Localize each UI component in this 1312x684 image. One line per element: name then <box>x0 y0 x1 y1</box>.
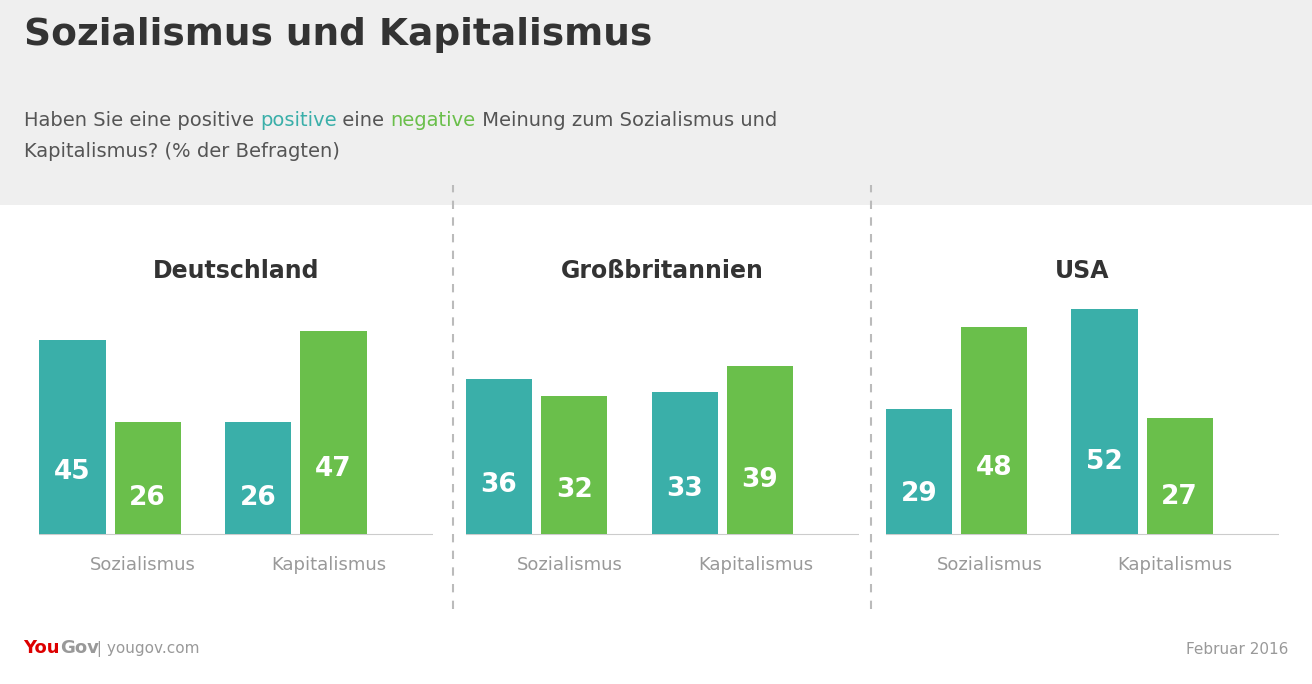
Text: You: You <box>24 639 60 657</box>
Bar <box>39 340 106 534</box>
Text: Sozialismus: Sozialismus <box>91 556 197 574</box>
Bar <box>300 331 366 534</box>
Bar <box>114 422 181 534</box>
Text: Deutschland: Deutschland <box>154 259 319 283</box>
Text: 27: 27 <box>1161 484 1198 510</box>
Bar <box>466 379 533 534</box>
Bar <box>226 422 291 534</box>
Text: 32: 32 <box>556 477 593 503</box>
Text: USA: USA <box>1055 259 1110 283</box>
Text: | yougov.com: | yougov.com <box>92 641 199 657</box>
Text: negative: negative <box>391 111 476 130</box>
Text: 48: 48 <box>976 455 1013 481</box>
Text: 36: 36 <box>480 471 517 497</box>
Text: Kapitalismus: Kapitalismus <box>272 556 387 574</box>
Bar <box>960 327 1027 534</box>
Text: Großbritannien: Großbritannien <box>562 259 764 283</box>
Text: Kapitalismus? (% der Befragten): Kapitalismus? (% der Befragten) <box>24 142 340 161</box>
Text: Februar 2016: Februar 2016 <box>1186 642 1288 657</box>
Text: 33: 33 <box>666 476 703 502</box>
Text: Kapitalismus: Kapitalismus <box>698 556 813 574</box>
Bar <box>1147 418 1212 534</box>
Text: Sozialismus: Sozialismus <box>937 556 1043 574</box>
Bar <box>652 392 718 534</box>
Text: Sozialismus und Kapitalismus: Sozialismus und Kapitalismus <box>24 17 652 53</box>
Text: 47: 47 <box>315 456 352 482</box>
Text: 45: 45 <box>54 459 91 485</box>
Text: Gov: Gov <box>60 639 100 657</box>
Text: Sozialismus: Sozialismus <box>517 556 623 574</box>
Text: 26: 26 <box>240 486 277 512</box>
Text: Meinung zum Sozialismus und: Meinung zum Sozialismus und <box>476 111 777 130</box>
Text: positive: positive <box>260 111 336 130</box>
Bar <box>727 366 792 534</box>
Bar <box>1072 309 1138 534</box>
Text: 26: 26 <box>130 486 167 512</box>
Text: 29: 29 <box>900 482 937 508</box>
Text: eine: eine <box>336 111 391 130</box>
Text: 52: 52 <box>1086 449 1123 475</box>
Bar <box>541 396 607 534</box>
Text: 39: 39 <box>741 467 778 493</box>
Bar <box>886 409 953 534</box>
Text: Kapitalismus: Kapitalismus <box>1118 556 1233 574</box>
Text: Haben Sie eine positive: Haben Sie eine positive <box>24 111 260 130</box>
